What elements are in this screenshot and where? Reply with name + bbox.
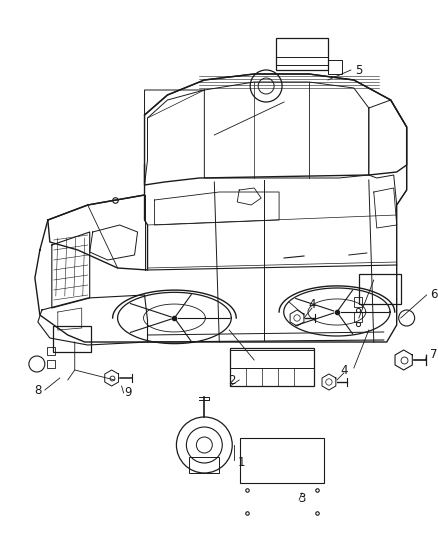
Text: 1: 1 xyxy=(237,456,245,469)
Text: 8: 8 xyxy=(34,384,42,397)
Text: 4: 4 xyxy=(308,298,316,311)
Text: 2: 2 xyxy=(229,374,236,386)
Text: 7: 7 xyxy=(430,349,437,361)
Text: 3: 3 xyxy=(298,491,306,505)
Text: 6: 6 xyxy=(430,288,437,302)
Text: 9: 9 xyxy=(124,386,131,400)
Text: 4: 4 xyxy=(340,364,348,376)
Text: 5: 5 xyxy=(355,63,363,77)
